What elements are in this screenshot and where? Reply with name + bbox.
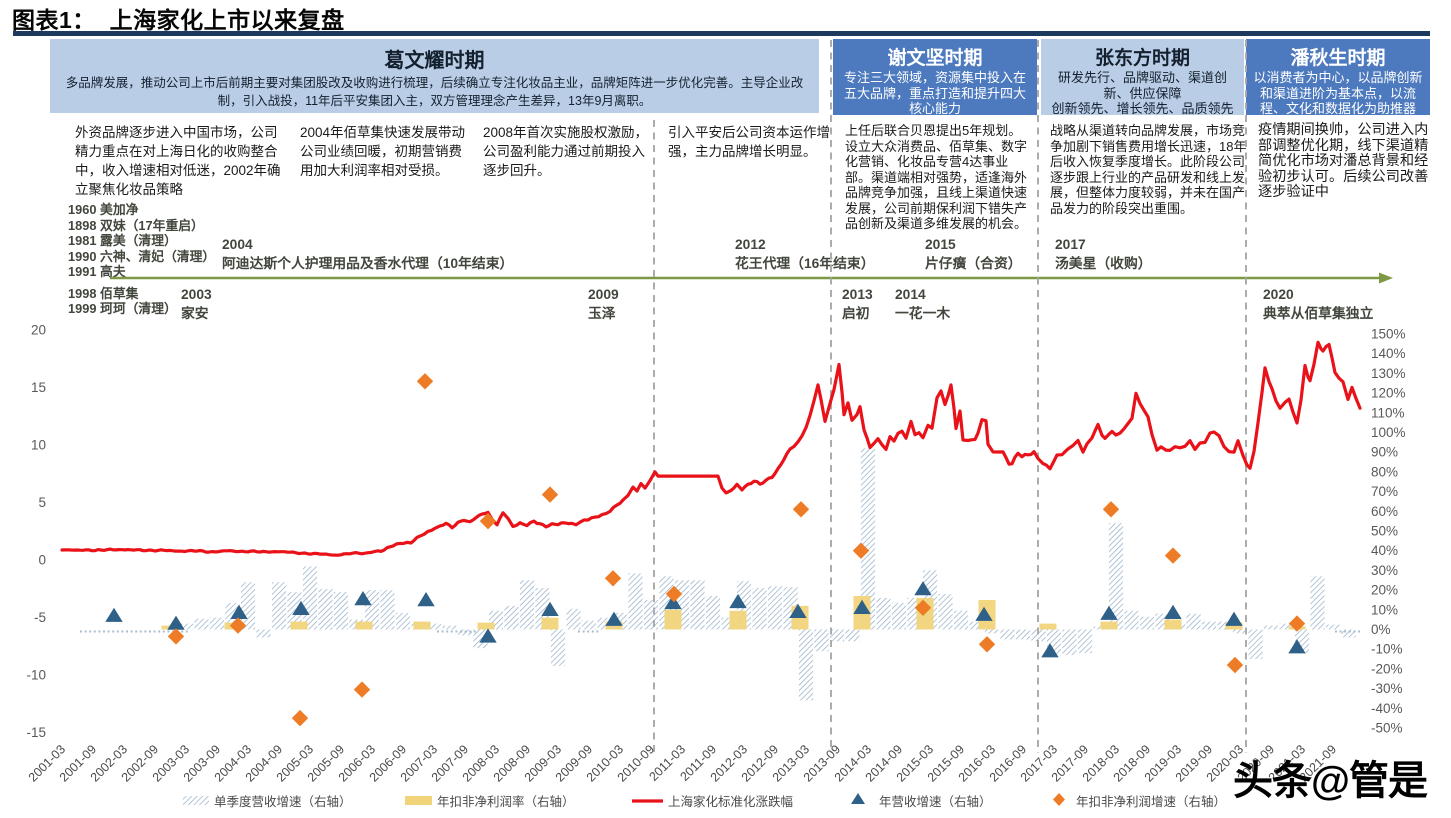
svg-text:90%: 90% [1371, 445, 1398, 460]
svg-text:150%: 150% [1371, 327, 1406, 342]
svg-text:20%: 20% [1371, 583, 1398, 598]
svg-text:10%: 10% [1371, 602, 1398, 617]
svg-text:-50%: -50% [1371, 721, 1403, 736]
svg-text:130%: 130% [1371, 366, 1406, 381]
svg-text:110%: 110% [1371, 405, 1405, 420]
svg-text:0%: 0% [1371, 622, 1391, 637]
svg-text:年营收增速（右轴）: 年营收增速（右轴） [879, 794, 992, 809]
svg-text:5: 5 [38, 495, 46, 510]
svg-text:-40%: -40% [1371, 701, 1403, 716]
svg-text:年扣非净利润增速（右轴）: 年扣非净利润增速（右轴） [1076, 794, 1226, 809]
svg-text:0: 0 [38, 553, 46, 568]
svg-text:20: 20 [31, 323, 46, 338]
svg-text:15: 15 [31, 380, 46, 395]
svg-text:60%: 60% [1371, 504, 1398, 519]
svg-text:单季度营收增速（右轴）: 单季度营收增速（右轴） [214, 794, 352, 809]
svg-text:100%: 100% [1371, 425, 1406, 440]
svg-text:年扣非净利润率（右轴）: 年扣非净利润率（右轴） [437, 794, 575, 809]
svg-text:40%: 40% [1371, 543, 1398, 558]
svg-text:10: 10 [31, 438, 46, 453]
svg-text:-5: -5 [34, 610, 46, 625]
svg-text:-30%: -30% [1371, 681, 1403, 696]
svg-text:80%: 80% [1371, 464, 1398, 479]
svg-text:50%: 50% [1371, 524, 1398, 539]
svg-text:120%: 120% [1371, 386, 1406, 401]
svg-text:-15: -15 [26, 725, 46, 740]
svg-text:30%: 30% [1371, 563, 1398, 578]
svg-text:-20%: -20% [1371, 661, 1403, 676]
svg-text:140%: 140% [1371, 346, 1406, 361]
svg-text:上海家化标准化涨跌幅: 上海家化标准化涨跌幅 [668, 794, 793, 809]
svg-text:70%: 70% [1371, 484, 1398, 499]
svg-text:-10%: -10% [1371, 642, 1403, 657]
svg-text:-10: -10 [26, 668, 46, 683]
